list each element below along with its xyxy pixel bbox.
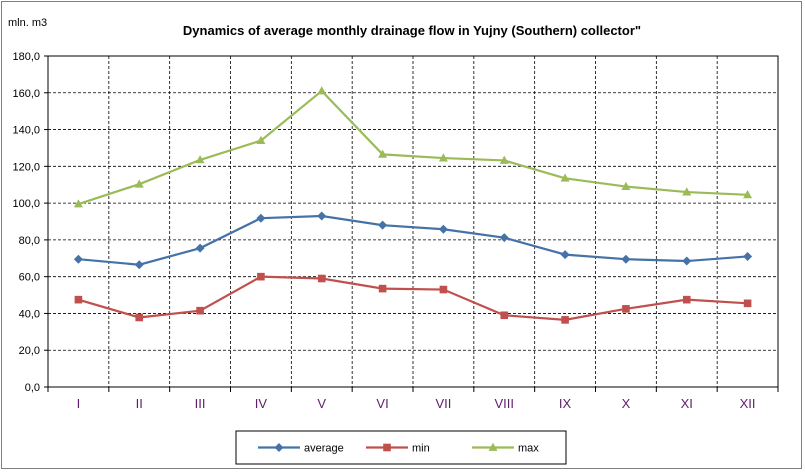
- data-point-max: [560, 173, 570, 182]
- data-point-average: [378, 220, 388, 230]
- legend-label-max: max: [518, 443, 539, 455]
- y-tick-label: 180,0: [12, 51, 40, 63]
- legend-marker-average: [274, 443, 284, 452]
- series-line-average: [78, 214, 748, 266]
- series-line-max: [78, 89, 748, 206]
- x-tick-label: II: [136, 396, 143, 411]
- data-point-average: [743, 251, 753, 261]
- data-point-max: [317, 86, 327, 95]
- x-tick-label: V: [317, 396, 326, 411]
- data-point-max: [195, 155, 205, 164]
- data-point-min: [317, 274, 326, 283]
- data-point-average: [560, 250, 570, 260]
- y-tick-label: 80,0: [19, 235, 40, 247]
- data-point-max: [499, 155, 509, 164]
- data-point-min: [500, 311, 509, 320]
- data-point-min: [743, 299, 752, 308]
- data-point-average: [317, 211, 327, 221]
- data-point-min: [74, 295, 83, 304]
- y-tick-label: 20,0: [19, 345, 40, 357]
- data-point-average: [438, 224, 448, 234]
- x-tick-label: XII: [740, 396, 756, 411]
- data-point-average: [134, 260, 144, 270]
- data-point-average: [499, 233, 509, 243]
- data-point-max: [621, 181, 631, 190]
- y-tick-label: 120,0: [12, 161, 40, 173]
- legend-marker-min: [383, 443, 391, 452]
- legend: average min max: [235, 430, 567, 465]
- data-point-min: [622, 305, 630, 313]
- x-tick-label: VIII: [494, 396, 514, 411]
- data-point-average: [256, 213, 266, 223]
- data-point-max: [256, 135, 266, 144]
- legend-label-min: min: [412, 443, 430, 455]
- y-tick-label: 140,0: [12, 125, 40, 137]
- plot-area: 0,0 20,0 40,0 60,0 80,0 100,0 120,0 140,0 160,0 1…: [12, 51, 779, 411]
- data-point-min: [561, 316, 569, 324]
- x-tick-label: XI: [681, 396, 693, 411]
- y-tick-label: 40,0: [19, 308, 40, 320]
- y-tick-label: 0,0: [25, 382, 40, 394]
- data-point-max: [438, 153, 448, 162]
- x-tick-label: VI: [376, 396, 388, 411]
- x-tick-label: III: [195, 396, 206, 411]
- data-point-min: [439, 285, 448, 294]
- data-point-max: [743, 190, 753, 199]
- data-point-average: [621, 254, 631, 264]
- data-point-average: [682, 256, 692, 266]
- y-tick-label: 60,0: [19, 272, 40, 284]
- y-axis-label: mln. m3: [8, 17, 47, 29]
- x-tick-label: IX: [559, 396, 572, 411]
- data-point-max: [378, 149, 388, 158]
- data-point-max: [682, 187, 692, 196]
- series-line-min: [78, 275, 748, 321]
- data-point-max: [73, 199, 83, 208]
- y-tick-label: 160,0: [12, 88, 40, 100]
- legend-marker-max: [488, 442, 498, 451]
- x-tick-label: I: [77, 396, 81, 411]
- data-point-average: [195, 243, 205, 253]
- data-point-min: [378, 284, 387, 293]
- legend-label-average: average: [304, 443, 344, 455]
- x-tick-label: VII: [435, 396, 451, 411]
- x-tick-label: IV: [255, 396, 268, 411]
- data-point-average: [73, 254, 83, 264]
- data-point-min: [257, 272, 265, 281]
- y-tick-label: 100,0: [12, 198, 40, 210]
- data-point-max: [134, 179, 144, 188]
- data-point-min: [682, 295, 691, 304]
- data-point-min: [196, 306, 204, 315]
- x-tick-label: X: [622, 396, 631, 411]
- chart-title: Dynamics of average monthly drainage flo…: [183, 23, 641, 38]
- data-point-min: [135, 313, 144, 322]
